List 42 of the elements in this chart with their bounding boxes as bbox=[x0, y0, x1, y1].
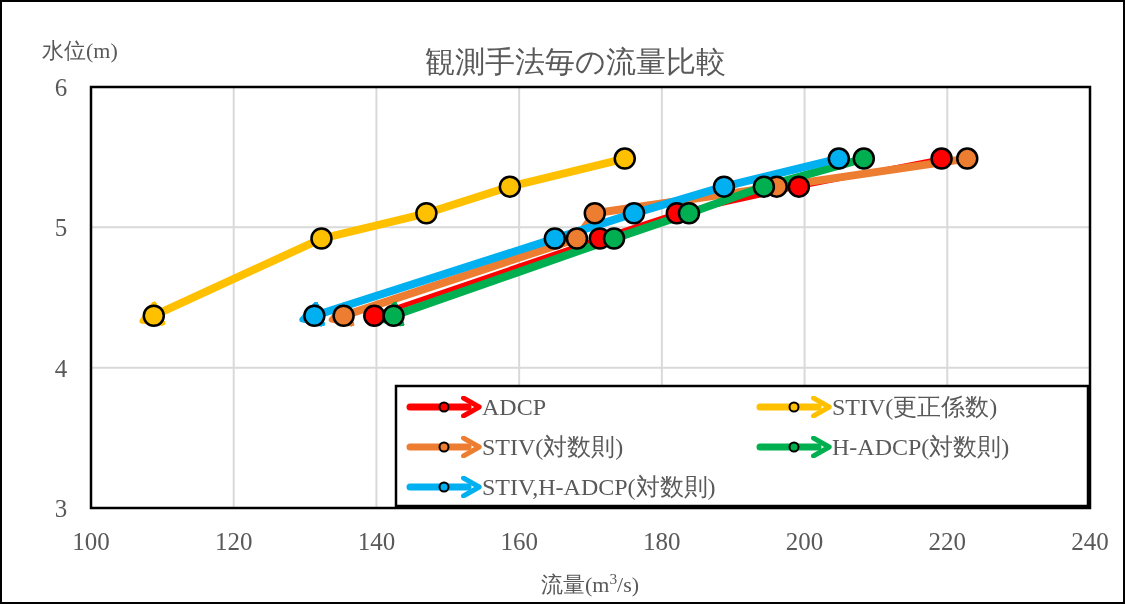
point bbox=[310, 227, 333, 250]
point bbox=[752, 175, 776, 198]
point bbox=[930, 147, 953, 170]
point bbox=[602, 227, 626, 250]
legend-label: STIV(更正係数) bbox=[832, 394, 998, 420]
point bbox=[613, 147, 636, 170]
point bbox=[565, 227, 589, 250]
x-tick-label: 120 bbox=[214, 528, 253, 555]
chart-title: 観測手法毎の流量比較 bbox=[424, 44, 726, 79]
x-tick-label: 160 bbox=[500, 528, 538, 555]
x-tick-label: 180 bbox=[643, 528, 681, 555]
point bbox=[583, 202, 607, 225]
point bbox=[677, 202, 701, 225]
x-tick-label: 100 bbox=[72, 528, 110, 555]
point bbox=[498, 175, 522, 198]
legend-label: H-ADCP(対数則) bbox=[832, 434, 1010, 460]
point bbox=[622, 202, 646, 225]
point bbox=[382, 304, 405, 327]
point bbox=[852, 147, 876, 170]
x-tick-label: 220 bbox=[928, 528, 967, 555]
y-axis-title: 水位(m) bbox=[42, 38, 118, 63]
point bbox=[415, 202, 438, 225]
x-tick-label: 200 bbox=[785, 528, 824, 555]
x-tick-label: 240 bbox=[1071, 528, 1109, 555]
point bbox=[712, 175, 736, 198]
y-tick-label: 6 bbox=[54, 74, 68, 101]
y-tick-label: 5 bbox=[54, 214, 68, 242]
point bbox=[787, 175, 811, 198]
legend-label: ADCP bbox=[482, 394, 547, 420]
y-tick-label: 3 bbox=[54, 495, 68, 522]
x-tick-label: 140 bbox=[357, 528, 396, 555]
point bbox=[332, 304, 355, 327]
point bbox=[956, 147, 979, 170]
point bbox=[142, 304, 166, 327]
legend-label: STIV,H-ADCP(対数則) bbox=[482, 474, 716, 500]
x-axis-title: 流量(m$^{3}$/s) bbox=[540, 569, 640, 597]
y-tick-label: 4 bbox=[54, 354, 68, 382]
point bbox=[303, 304, 326, 327]
point bbox=[827, 147, 851, 170]
legend-label: STIV(対数則) bbox=[482, 434, 624, 460]
point bbox=[363, 304, 386, 327]
point bbox=[543, 227, 567, 250]
